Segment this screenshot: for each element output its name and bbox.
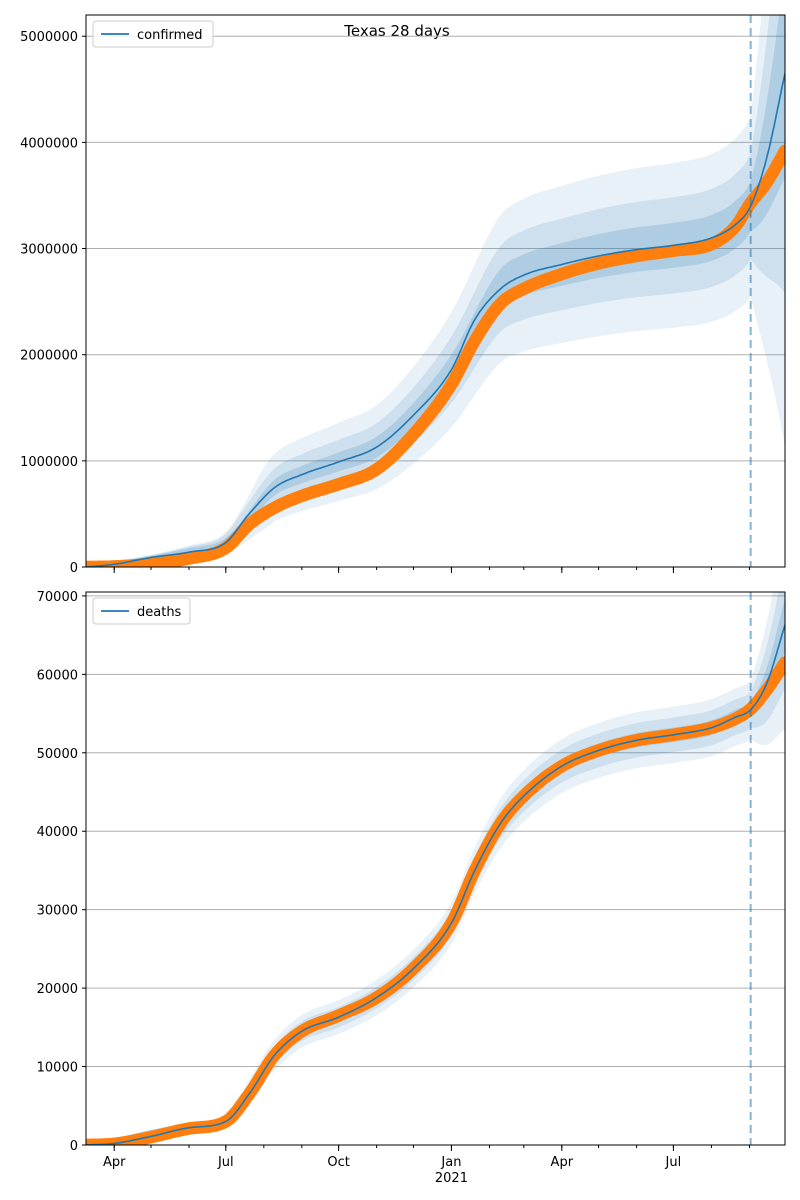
y-tick-label: 4000000: [20, 136, 78, 151]
uncertainty-band: [86, 592, 785, 1145]
legend-label: deaths: [137, 605, 182, 620]
chart-title: Texas 28 days: [343, 22, 450, 40]
y-tick-label: 50000: [37, 747, 78, 762]
x-tick-label: Jan: [440, 1155, 461, 1170]
y-tick-label: 2000000: [20, 349, 78, 364]
model-line-deaths: [86, 624, 785, 1145]
y-tick-label: 60000: [37, 668, 78, 683]
uncertainty-band: [86, 598, 785, 1145]
x-tick-label: Apr: [103, 1155, 126, 1170]
y-tick-label: 0: [70, 1139, 78, 1154]
legend-deaths: deaths: [92, 597, 191, 625]
x-tick-label: Jul: [217, 1155, 234, 1170]
model-line-confirmed: [86, 73, 785, 567]
x-tick-label: Apr: [551, 1155, 574, 1170]
y-tick-label: 5000000: [20, 30, 78, 45]
y-tick-label: 1000000: [20, 455, 78, 470]
y-tick-label: 70000: [37, 590, 78, 605]
y-tick-label: 3000000: [20, 243, 78, 258]
x-tick-label: Jul: [665, 1155, 682, 1170]
y-tick-label: 0: [70, 561, 78, 576]
legend-label: confirmed: [137, 28, 203, 43]
axes-frame: [85, 591, 786, 1146]
legend-box: [92, 597, 191, 625]
y-tick-label: 20000: [37, 982, 78, 997]
uncertainty-band: [86, 592, 785, 1145]
plot-area: [86, 15, 785, 567]
axes-frame: [85, 14, 786, 568]
y-tick-label: 10000: [37, 1061, 78, 1076]
uncertainty-band: [86, 15, 785, 567]
x-tick-label: Oct: [327, 1155, 349, 1170]
observed-point: [778, 144, 785, 158]
observed-point: [778, 656, 785, 669]
y-tick-label: 30000: [37, 904, 78, 919]
uncertainty-band: [86, 15, 785, 567]
legend-box: [92, 20, 214, 48]
y-tick-label: 40000: [37, 825, 78, 840]
legend-confirmed: confirmed: [92, 20, 214, 48]
plot-area: [86, 592, 785, 1145]
x-year-label: 2021: [435, 1171, 468, 1186]
panel-deaths: 0 10000 20000 30000 40000 50000 60000 70000 Apr J…: [37, 590, 786, 1186]
panel-confirmed: 0 1000000 2000000 3000000 4000000 5000000 conf…: [20, 14, 786, 576]
